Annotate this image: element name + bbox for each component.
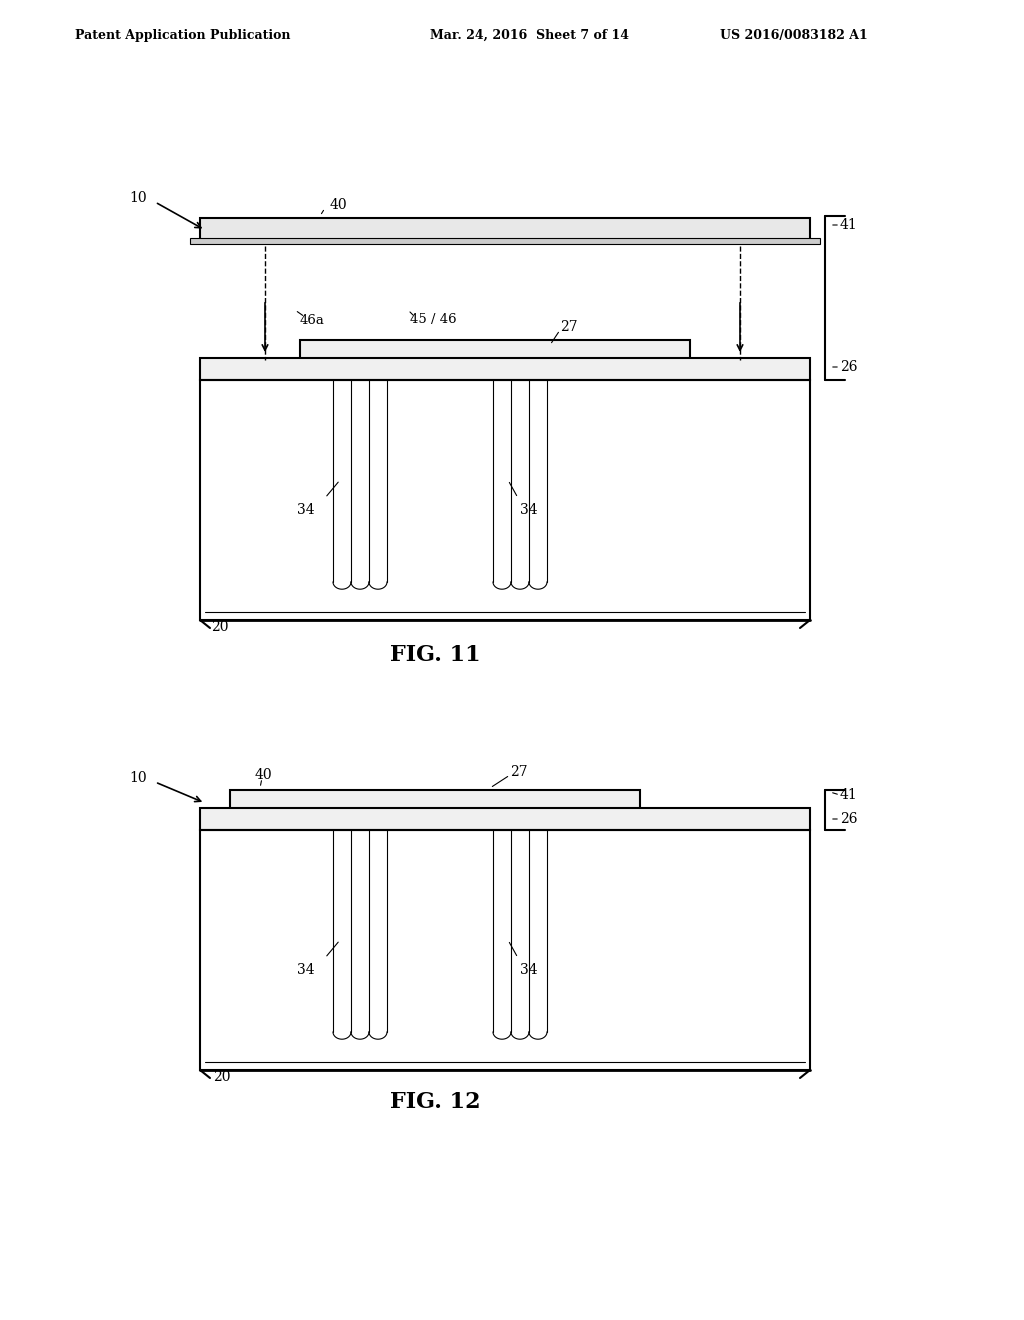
- Text: 34: 34: [520, 503, 538, 517]
- Bar: [200, 358, 810, 380]
- Text: 34: 34: [520, 964, 538, 977]
- Bar: [190, 238, 820, 244]
- Bar: [200, 218, 810, 240]
- Text: FIG. 11: FIG. 11: [390, 644, 480, 667]
- Text: 40: 40: [255, 768, 272, 781]
- Text: 34: 34: [297, 964, 315, 977]
- Text: 46a: 46a: [300, 314, 325, 326]
- Text: 26: 26: [840, 812, 857, 826]
- Text: 45 / 46: 45 / 46: [410, 314, 457, 326]
- Text: 27: 27: [560, 319, 578, 334]
- Bar: [200, 808, 810, 830]
- Text: 27: 27: [510, 766, 527, 779]
- Text: US 2016/0083182 A1: US 2016/0083182 A1: [720, 29, 867, 41]
- Bar: [200, 380, 810, 620]
- Bar: [200, 830, 810, 1071]
- Text: 41: 41: [840, 218, 858, 232]
- Text: 20: 20: [211, 620, 228, 634]
- Text: 34: 34: [297, 503, 315, 517]
- Bar: [230, 789, 640, 810]
- Text: 41: 41: [840, 788, 858, 803]
- Text: FIG. 12: FIG. 12: [390, 1092, 480, 1113]
- Text: Patent Application Publication: Patent Application Publication: [75, 29, 291, 41]
- Bar: [300, 341, 690, 360]
- Text: 26: 26: [840, 360, 857, 374]
- Text: 40: 40: [330, 198, 347, 213]
- Text: 10: 10: [129, 191, 146, 205]
- Text: Mar. 24, 2016  Sheet 7 of 14: Mar. 24, 2016 Sheet 7 of 14: [430, 29, 629, 41]
- Text: 10: 10: [129, 771, 146, 785]
- Text: 20: 20: [213, 1071, 230, 1084]
